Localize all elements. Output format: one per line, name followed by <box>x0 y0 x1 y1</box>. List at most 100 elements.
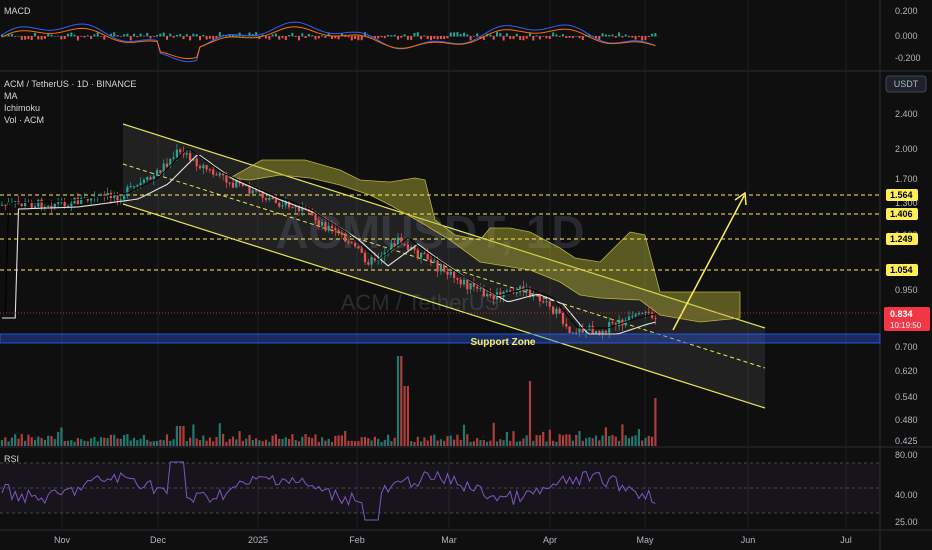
volume-bar <box>416 436 419 446</box>
volume-bar <box>495 441 499 446</box>
volume-bar <box>571 440 574 446</box>
volume-bar <box>20 434 23 446</box>
candle-body <box>618 319 621 327</box>
volume-bar <box>321 437 324 446</box>
candle-body <box>251 190 254 194</box>
candle-body <box>403 244 406 246</box>
candle-body <box>291 207 294 209</box>
volume-bar <box>24 440 27 446</box>
volume-bar <box>542 431 545 446</box>
volume-bar <box>433 434 436 446</box>
volume-bar <box>631 436 634 446</box>
volume-bar <box>555 441 558 446</box>
volume-bar <box>410 441 413 446</box>
candle-body <box>360 248 363 253</box>
volume-bar <box>156 440 159 446</box>
candle-body <box>278 202 281 207</box>
macd-hist-bar <box>20 36 23 40</box>
macd-hist-bar <box>86 35 89 37</box>
volume-bar <box>288 438 291 446</box>
macd-hist-bar <box>502 36 505 41</box>
candle-body <box>644 311 647 314</box>
candle-body <box>162 163 165 174</box>
macd-hist-bar <box>588 34 591 37</box>
candle-body <box>179 149 182 153</box>
volume-bar <box>63 440 66 446</box>
macd-hist-bar <box>34 32 36 37</box>
volume-bar <box>245 438 248 446</box>
rsi-tick: 40.00 <box>895 490 918 500</box>
macd-hist-bar <box>162 32 165 37</box>
volume-bar <box>304 434 307 446</box>
volume-bar <box>231 436 235 446</box>
rsi-tick: 25.00 <box>895 517 918 527</box>
macd-hist-bar <box>512 36 515 40</box>
macd-hist-bar <box>581 36 584 40</box>
candle-body <box>294 205 297 208</box>
candle-body <box>284 201 287 206</box>
watermark-sub: ACM / TetherUS <box>341 290 500 315</box>
macd-hist-bar <box>525 36 528 39</box>
volume-bar <box>393 437 396 446</box>
volume-bar <box>284 437 287 446</box>
volume-bar <box>502 440 505 446</box>
macd-hist-bar <box>126 33 129 37</box>
macd-hist-bar <box>116 35 119 37</box>
macd-hist-bar <box>618 32 621 37</box>
macd-hist-bar <box>182 36 185 40</box>
time-tick: Feb <box>349 535 365 545</box>
candle-body <box>83 197 86 199</box>
time-axis: Nov Dec 2025 Feb Mar Apr May Jun Jul <box>54 535 852 545</box>
candle-body <box>123 195 126 200</box>
candle-body <box>542 301 545 303</box>
candle-body <box>482 288 485 297</box>
candle-body <box>575 332 578 334</box>
macd-hist-bar <box>235 35 238 37</box>
volume-bar <box>70 440 73 446</box>
volume-bar <box>426 440 429 446</box>
candle-body <box>357 246 360 249</box>
candle-body <box>33 206 37 208</box>
macd-hist-bar <box>96 32 99 37</box>
macd-hist-bar <box>73 34 76 37</box>
volume-bar <box>159 439 162 446</box>
volume-bar <box>208 437 211 446</box>
macd-hist-bar <box>103 36 106 40</box>
macd-hist-bar <box>100 36 102 37</box>
volume-bar <box>73 441 76 446</box>
candle-body <box>324 222 327 231</box>
candle-body <box>492 295 495 300</box>
currency-button[interactable]: USDT <box>885 75 927 93</box>
volume-bar <box>406 386 409 446</box>
macd-hist-bar <box>30 36 33 41</box>
candle-body <box>367 262 370 265</box>
symbol-title: ACM / TetherUS · 1D · BINANCE <box>4 79 136 89</box>
candle-body <box>99 194 103 197</box>
level-tag <box>886 264 918 276</box>
candle-body <box>555 308 558 314</box>
volume-bar <box>459 439 462 446</box>
candle-body <box>86 197 89 201</box>
macd-hist-bar <box>595 36 597 39</box>
support-zone <box>0 333 881 344</box>
macd-hist-bar <box>208 36 211 39</box>
macd-hist-bar <box>565 36 568 39</box>
macd-hist-bar <box>331 36 333 39</box>
volume-bar <box>578 431 581 446</box>
volume-bar <box>532 440 535 446</box>
macd-hist-bar <box>466 34 469 37</box>
volume-bar <box>311 438 314 446</box>
volume-bar <box>373 436 376 446</box>
time-tick: Dec <box>150 535 167 545</box>
macd-hist-bar <box>340 33 343 37</box>
macd-hist-bar <box>146 32 149 37</box>
candle-body <box>116 195 119 201</box>
rsi-line <box>1 461 656 521</box>
macd-hist-bar <box>169 33 172 37</box>
time-tick: Jun <box>741 535 756 545</box>
candle-body <box>175 149 178 158</box>
candle-body <box>139 182 142 186</box>
indicator-volume: Vol · ACM <box>4 115 44 125</box>
macd-hist-bar <box>644 36 647 41</box>
